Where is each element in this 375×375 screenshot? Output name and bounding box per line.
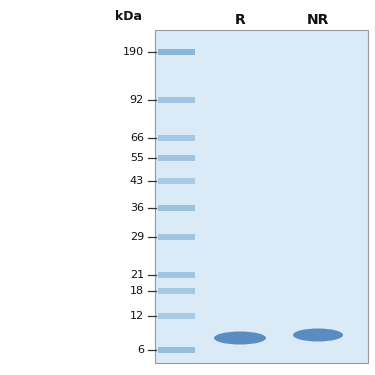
Text: 6: 6 [137,345,144,355]
Text: 21: 21 [130,270,144,280]
Bar [158,49,195,55]
Text: NR: NR [307,13,329,27]
Bar [158,135,195,141]
Text: 36: 36 [130,203,144,213]
Text: 43: 43 [130,176,144,186]
Bar [158,97,195,103]
Ellipse shape [293,328,343,342]
Text: 66: 66 [130,133,144,143]
Text: kDa: kDa [115,9,142,22]
Text: 12: 12 [130,311,144,321]
Bar [158,178,195,184]
Text: 18: 18 [130,286,144,296]
Text: 190: 190 [123,47,144,57]
Bar [158,347,195,353]
Bar [155,30,368,363]
Bar [158,155,195,161]
Bar [158,234,195,240]
Text: R: R [235,13,245,27]
Ellipse shape [214,332,266,345]
Bar [158,272,195,278]
Bar [158,288,195,294]
Bar [158,313,195,319]
Text: 55: 55 [130,153,144,163]
Text: 29: 29 [130,232,144,242]
Text: 92: 92 [130,95,144,105]
Bar [158,205,195,211]
